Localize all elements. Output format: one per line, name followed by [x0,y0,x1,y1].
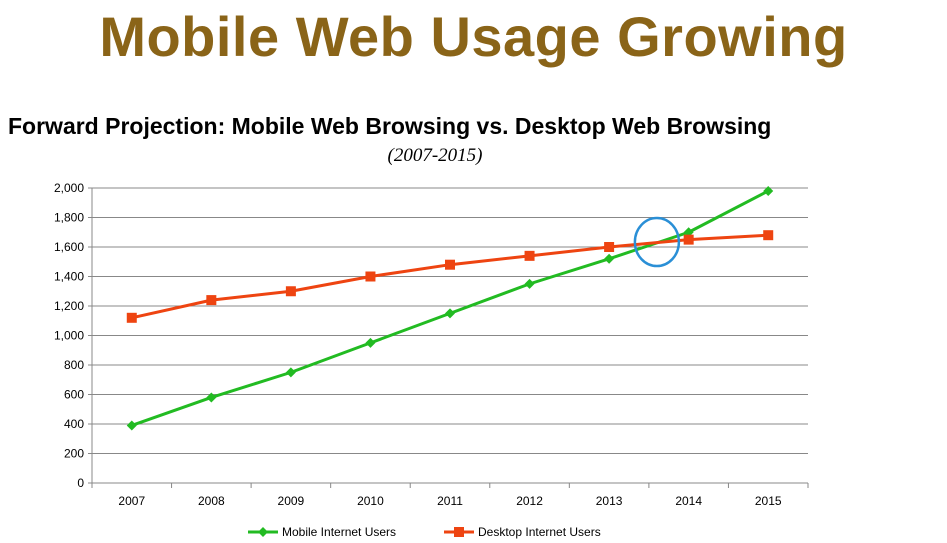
y-tick-label: 1,400 [54,270,84,284]
y-tick-label: 200 [64,447,84,461]
data-point-square [524,250,535,261]
data-point-square [454,527,464,537]
data-point-diamond [126,420,137,431]
x-tick-label: 2011 [437,494,463,508]
data-point-diamond [604,253,615,264]
axes [88,187,809,488]
series-group [126,185,774,431]
data-point-diamond [763,185,774,196]
series-mobile [126,185,774,431]
x-tick-label: 2010 [357,494,384,508]
y-tick-label: 800 [64,358,84,372]
data-point-square [126,312,137,323]
legend-label: Desktop Internet Users [478,525,601,539]
x-tick-label: 2007 [118,494,145,508]
slide-title: Mobile Web Usage Growing [99,5,848,68]
legend-item: Mobile Internet Users [248,525,396,539]
y-tick-label: 0 [77,476,84,490]
y-tick-label: 1,800 [54,211,84,225]
y-tick-label: 2,000 [54,181,84,195]
data-point-diamond [524,278,535,289]
chart-title: Forward Projection: Mobile Web Browsing … [8,113,772,139]
data-point-square [683,234,694,245]
data-point-diamond [445,308,455,319]
data-point-diamond [365,337,376,348]
data-point-square [365,271,376,282]
series-desktop [126,230,774,323]
y-axis-ticks: 0 200 400 600 800 1,000 1,200 1,400 1,600 1,800 2,… [54,181,84,490]
x-tick-label: 2008 [198,494,225,508]
chart-subtitle: (2007-2015) [387,145,483,166]
data-point-diamond [285,367,296,378]
x-tick-label: 2014 [675,494,702,508]
data-point-square [285,286,296,297]
y-tick-label: 600 [64,388,84,402]
x-axis-ticks: 2007 2008 2009 2010 2011 2012 2013 2014 2015 [118,494,781,508]
y-tick-label: 1,000 [54,329,84,343]
y-tick-label: 400 [64,417,84,431]
x-tick-label: 2013 [596,494,623,508]
x-tick-label: 2009 [278,494,305,508]
y-tick-label: 1,200 [54,299,84,313]
x-tick-label: 2015 [755,494,782,508]
data-point-square [604,242,615,252]
legend-item: Desktop Internet Users [444,525,601,539]
legend: Mobile Internet Users Desktop Internet Us… [248,525,601,539]
data-point-diamond [206,392,217,403]
legend-label: Mobile Internet Users [282,525,396,539]
crossover-highlight-circle [633,216,681,268]
data-point-square [445,259,455,270]
data-point-diamond [258,527,268,537]
data-point-square [763,230,774,241]
annotation-group [633,216,681,268]
y-tick-label: 1,600 [54,240,84,254]
data-point-square [206,295,217,306]
x-tick-label: 2012 [516,494,543,508]
gridlines [92,187,808,454]
